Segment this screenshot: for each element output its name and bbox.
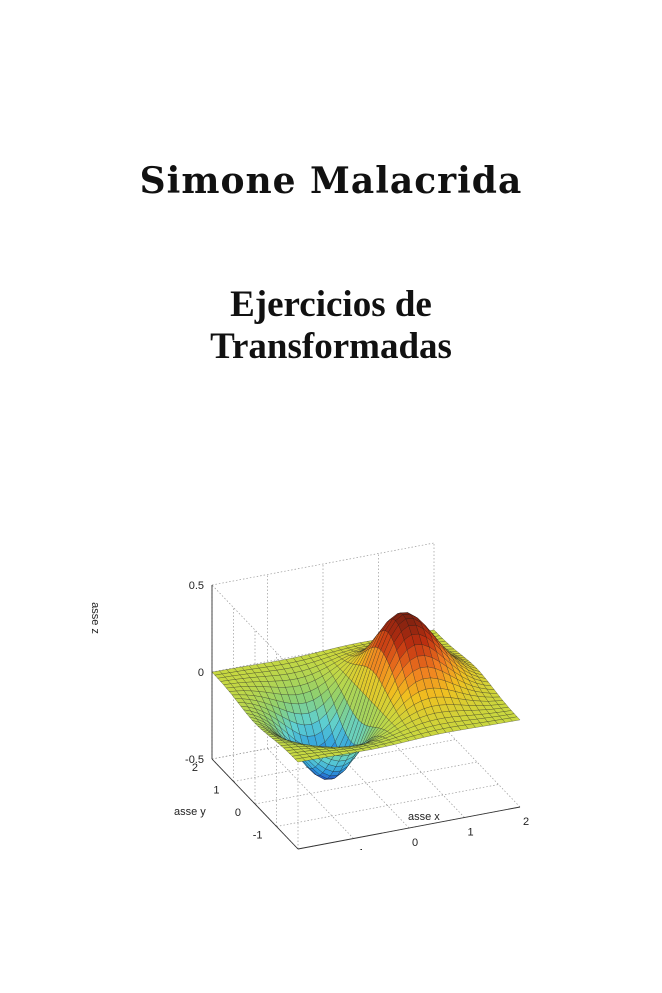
z-axis-label: asse z (89, 602, 101, 634)
y-tick-label: 1 (213, 785, 219, 797)
plot-axes (211, 585, 521, 850)
author-name: Simone Malacrida (139, 160, 523, 202)
grid-line (211, 542, 435, 586)
x-axis-line (297, 806, 521, 850)
grid-line (276, 784, 499, 827)
y-axis-label: asse y (174, 806, 206, 818)
surface-patch (509, 716, 521, 722)
title-line-1: Ejercicios de (230, 284, 432, 325)
grid-line (254, 761, 478, 805)
surface-mesh (211, 612, 521, 780)
y-tick-label: -1 (253, 830, 263, 842)
x-tick-label: 1 (467, 827, 473, 839)
x-tick-label: 0 (412, 837, 418, 849)
y-tick-label: 2 (192, 762, 198, 774)
book-title: Ejercicios de Transformadas (0, 284, 662, 368)
x-axis-label: asse x (408, 811, 440, 823)
y-tick-label: 0 (235, 807, 241, 819)
title-line-2: Transformadas (210, 326, 452, 367)
y-axis-line (211, 758, 299, 850)
x-tick-label: 2 (523, 816, 529, 828)
z-tick-label: -0.5 (185, 754, 204, 766)
x-tick-label: -1 (355, 848, 365, 851)
z-tick-label: 0.5 (189, 580, 204, 592)
z-tick-label: 0 (198, 667, 204, 679)
